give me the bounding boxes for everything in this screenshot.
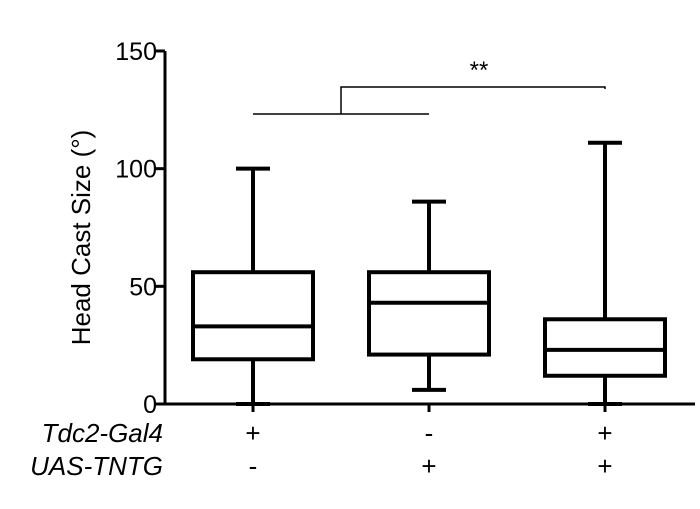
iqr-box (367, 270, 491, 357)
axes: 0 50 100 150 Head Cast Size (°) (66, 38, 695, 419)
comparison-bracket (340, 86, 606, 114)
y-tick-label: 0 (143, 391, 157, 419)
significance-annotation: ** (253, 57, 606, 115)
genotype-symbol: + (597, 451, 612, 481)
iqr-box (191, 270, 315, 362)
y-axis-label: Head Cast Size (°) (66, 130, 96, 346)
genotype-name: Tdc2-Gal4 (42, 418, 163, 448)
iqr-box (543, 317, 667, 378)
genotype-name: UAS-TNTG (30, 451, 163, 481)
y-tick-label: 50 (129, 273, 157, 301)
genotype-symbol: + (597, 418, 612, 448)
significance-label: ** (470, 57, 489, 84)
y-tick-label: 100 (115, 156, 157, 184)
y-tick-label: 150 (115, 38, 157, 66)
box-1 (191, 166, 315, 406)
genotype-symbol: + (421, 451, 436, 481)
genotype-symbol: - (249, 451, 258, 481)
genotype-symbol: - (425, 418, 434, 448)
genotype-table: Tdc2-Gal4 + - +UAS-TNTG - + + (30, 418, 612, 481)
genotype-symbol: + (245, 418, 260, 448)
box-2 (367, 199, 491, 392)
box-3 (543, 140, 667, 406)
box-group (191, 140, 667, 406)
